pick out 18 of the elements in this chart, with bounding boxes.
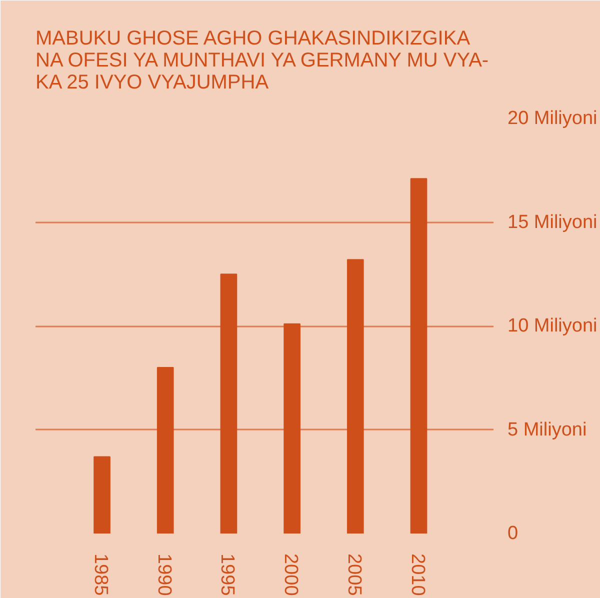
- chart-title: MABUKU GHOSE AGHO GHAKASINDIKIZGIKA NA OFESI YA MUNTHAVI YA GERMANY MU VYA- KA 25 IVYO VYAJUMPHA: [36, 28, 489, 94]
- x-tick-label: 2000: [280, 554, 302, 596]
- bar: [220, 274, 238, 534]
- bar: [284, 323, 300, 534]
- x-tick-label: 2005: [343, 554, 364, 596]
- x-tick-label: 1995: [216, 554, 238, 596]
- x-tick-label: 1990: [153, 554, 174, 596]
- x-tick-label: 1985: [90, 554, 112, 596]
- bar: [94, 456, 110, 534]
- bar: [410, 178, 428, 534]
- bar: [346, 259, 364, 534]
- y-tick-label: 10 Miliyoni: [508, 316, 598, 336]
- y-tick-label: 5 Miliyoni: [508, 419, 587, 440]
- x-tick-label: 2010: [406, 554, 428, 596]
- y-tick-label: 15 Miliyoni: [508, 212, 598, 233]
- y-tick-label: 20 Miliyoni: [508, 108, 598, 129]
- y-tick-label: 0: [508, 523, 518, 544]
- bar: [156, 367, 174, 534]
